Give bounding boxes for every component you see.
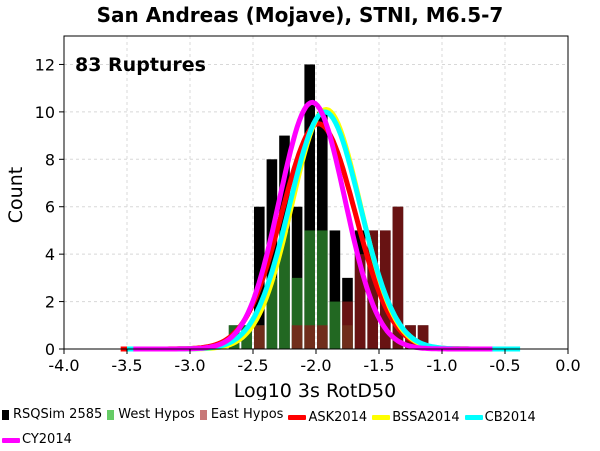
- legend-label: BSSA2014: [392, 409, 460, 425]
- bar: [417, 325, 429, 349]
- legend-label: West Hypos: [118, 407, 195, 422]
- y-tick-label: 10: [35, 103, 55, 122]
- legend-label: ASK2014: [308, 409, 368, 425]
- x-tick-label: -2.0: [300, 356, 331, 375]
- bar: [254, 325, 265, 349]
- bar: [279, 230, 290, 349]
- bar: [304, 64, 315, 350]
- legend-label: East Hypos: [210, 407, 284, 422]
- legend-swatch: [107, 410, 115, 420]
- bar: [329, 301, 341, 349]
- legend-item-cy2014: CY2014: [2, 429, 72, 451]
- legend-label: CY2014: [22, 432, 72, 447]
- legend-item-east-hypos: East Hypos: [199, 404, 284, 426]
- legend-label: RSQSim 2585: [13, 407, 103, 422]
- legend-swatch: [372, 415, 391, 420]
- bar: [342, 301, 353, 349]
- bar: [329, 230, 341, 349]
- legend-item-ask2014: ASK2014: [288, 407, 367, 429]
- bar: [304, 230, 315, 349]
- y-tick-label: 6: [45, 198, 55, 217]
- x-tick-label: -4.0: [48, 356, 79, 375]
- x-tick-label: -1.5: [363, 356, 394, 375]
- bar: [367, 230, 378, 349]
- bar: [241, 325, 252, 349]
- x-tick-label: -3.0: [174, 356, 205, 375]
- legend-item-west-hypos: West Hypos: [107, 404, 195, 426]
- x-tick-label: -3.5: [111, 356, 142, 375]
- bar: [317, 230, 328, 349]
- bar: [266, 277, 278, 349]
- bar: [291, 325, 303, 349]
- legend-swatch: [2, 437, 20, 443]
- bar: [317, 325, 328, 349]
- chart: San Andreas (Mojave), STNI, M6.5-7 -4.0-…: [5, 3, 581, 400]
- legend-swatch: [199, 410, 207, 420]
- legend-label: CB2014: [484, 409, 536, 425]
- legend-item-cb2014: CB2014: [464, 407, 536, 429]
- legend-swatch: [2, 410, 9, 420]
- x-tick-label: 0.0: [555, 356, 580, 375]
- x-axis-label: Log10 3s RotD50: [234, 380, 396, 400]
- legend: RSQSim 2585 West Hypos East Hypos ASK2014 BS…: [2, 404, 598, 451]
- bar: [304, 325, 315, 349]
- bar: [291, 277, 303, 349]
- chart-title: San Andreas (Mojave), STNI, M6.5-7: [97, 3, 504, 27]
- x-tick-label: -1.0: [426, 356, 457, 375]
- bar: [354, 254, 366, 349]
- bar: [392, 206, 404, 349]
- y-tick-label: 2: [45, 293, 55, 312]
- legend-swatch: [288, 415, 307, 420]
- y-tick-label: 0: [45, 340, 55, 359]
- y-axis-label: Count: [5, 167, 27, 223]
- y-tick-label: 12: [35, 55, 55, 74]
- x-tick-label: -0.5: [489, 356, 520, 375]
- y-tick-label: 8: [45, 150, 55, 169]
- legend-item-bssa2014: BSSA2014: [372, 407, 460, 429]
- x-tick-label: -2.5: [237, 356, 268, 375]
- axis-ticks: -4.0 -3.5 -3.0 -2.5 -2.0 -1.5 -1.0 -0.5 0.0 0 2 4 6 8…: [35, 55, 581, 375]
- legend-item-rsqsim-2585: RSQSim 2585: [2, 404, 102, 426]
- ruptures-annotation: 83 Ruptures: [75, 54, 206, 76]
- legend-swatch: [464, 415, 483, 420]
- grid: [63, 36, 569, 350]
- y-tick-label: 4: [45, 245, 55, 264]
